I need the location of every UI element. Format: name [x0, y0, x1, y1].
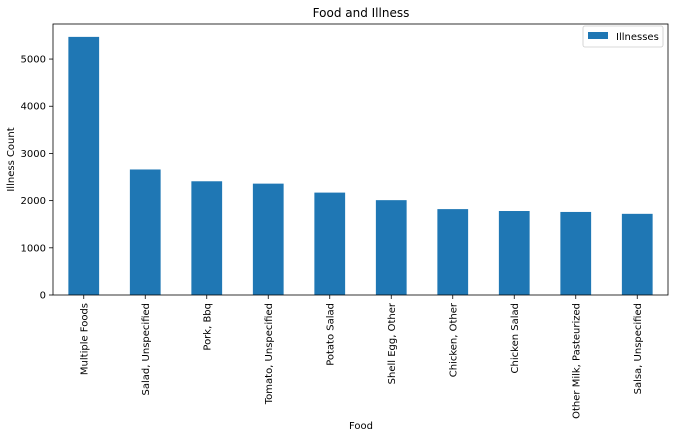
bar	[621, 213, 653, 295]
bar	[498, 211, 530, 295]
x-tick-label: Tomato, Unspecified	[264, 303, 275, 405]
legend: Illnesses	[582, 25, 664, 48]
y-tick-label: 2000	[21, 196, 46, 207]
x-tick-label: Potato Salad	[325, 303, 336, 366]
bar	[314, 192, 346, 295]
y-axis-title: Illness Count	[6, 127, 17, 191]
x-tick-label: Shell Egg, Other	[387, 302, 398, 384]
y-tick-label: 4000	[21, 102, 46, 113]
x-tick-label: Chicken, Other	[448, 302, 459, 377]
x-tick-label: Other Milk, Pasteurized	[571, 303, 582, 419]
bar	[560, 211, 592, 295]
y-tick-label: 1000	[21, 243, 46, 254]
x-tick-label: Multiple Foods	[79, 303, 90, 375]
legend-swatch	[588, 32, 608, 39]
bars-group	[68, 36, 653, 295]
chart-title: Food and Illness	[313, 6, 410, 20]
legend-box	[582, 25, 664, 48]
x-tick-label: Salad, Unspecified	[141, 303, 152, 396]
x-tick-label: Pork, Bbq	[202, 303, 213, 351]
y-tick-label: 3000	[21, 149, 46, 160]
y-axis: 0 1000 2000 3000 4000 5000	[21, 55, 53, 302]
legend-label: Illnesses	[616, 32, 659, 43]
x-axis-title: Food	[349, 421, 373, 432]
plot-frame	[52, 23, 669, 296]
bar	[191, 181, 223, 295]
y-tick-label: 5000	[21, 55, 46, 66]
y-tick-label: 0	[40, 291, 46, 302]
bar	[252, 183, 284, 295]
x-tick-label: Salsa, Unspecified	[633, 303, 644, 394]
x-tick-label: Chicken Salad	[510, 303, 521, 373]
x-axis: Multiple Foods Salad, Unspecified Pork, Bb…	[79, 295, 644, 419]
bar	[375, 200, 407, 295]
bar	[129, 169, 161, 295]
bar	[437, 209, 469, 295]
bar	[68, 36, 100, 295]
